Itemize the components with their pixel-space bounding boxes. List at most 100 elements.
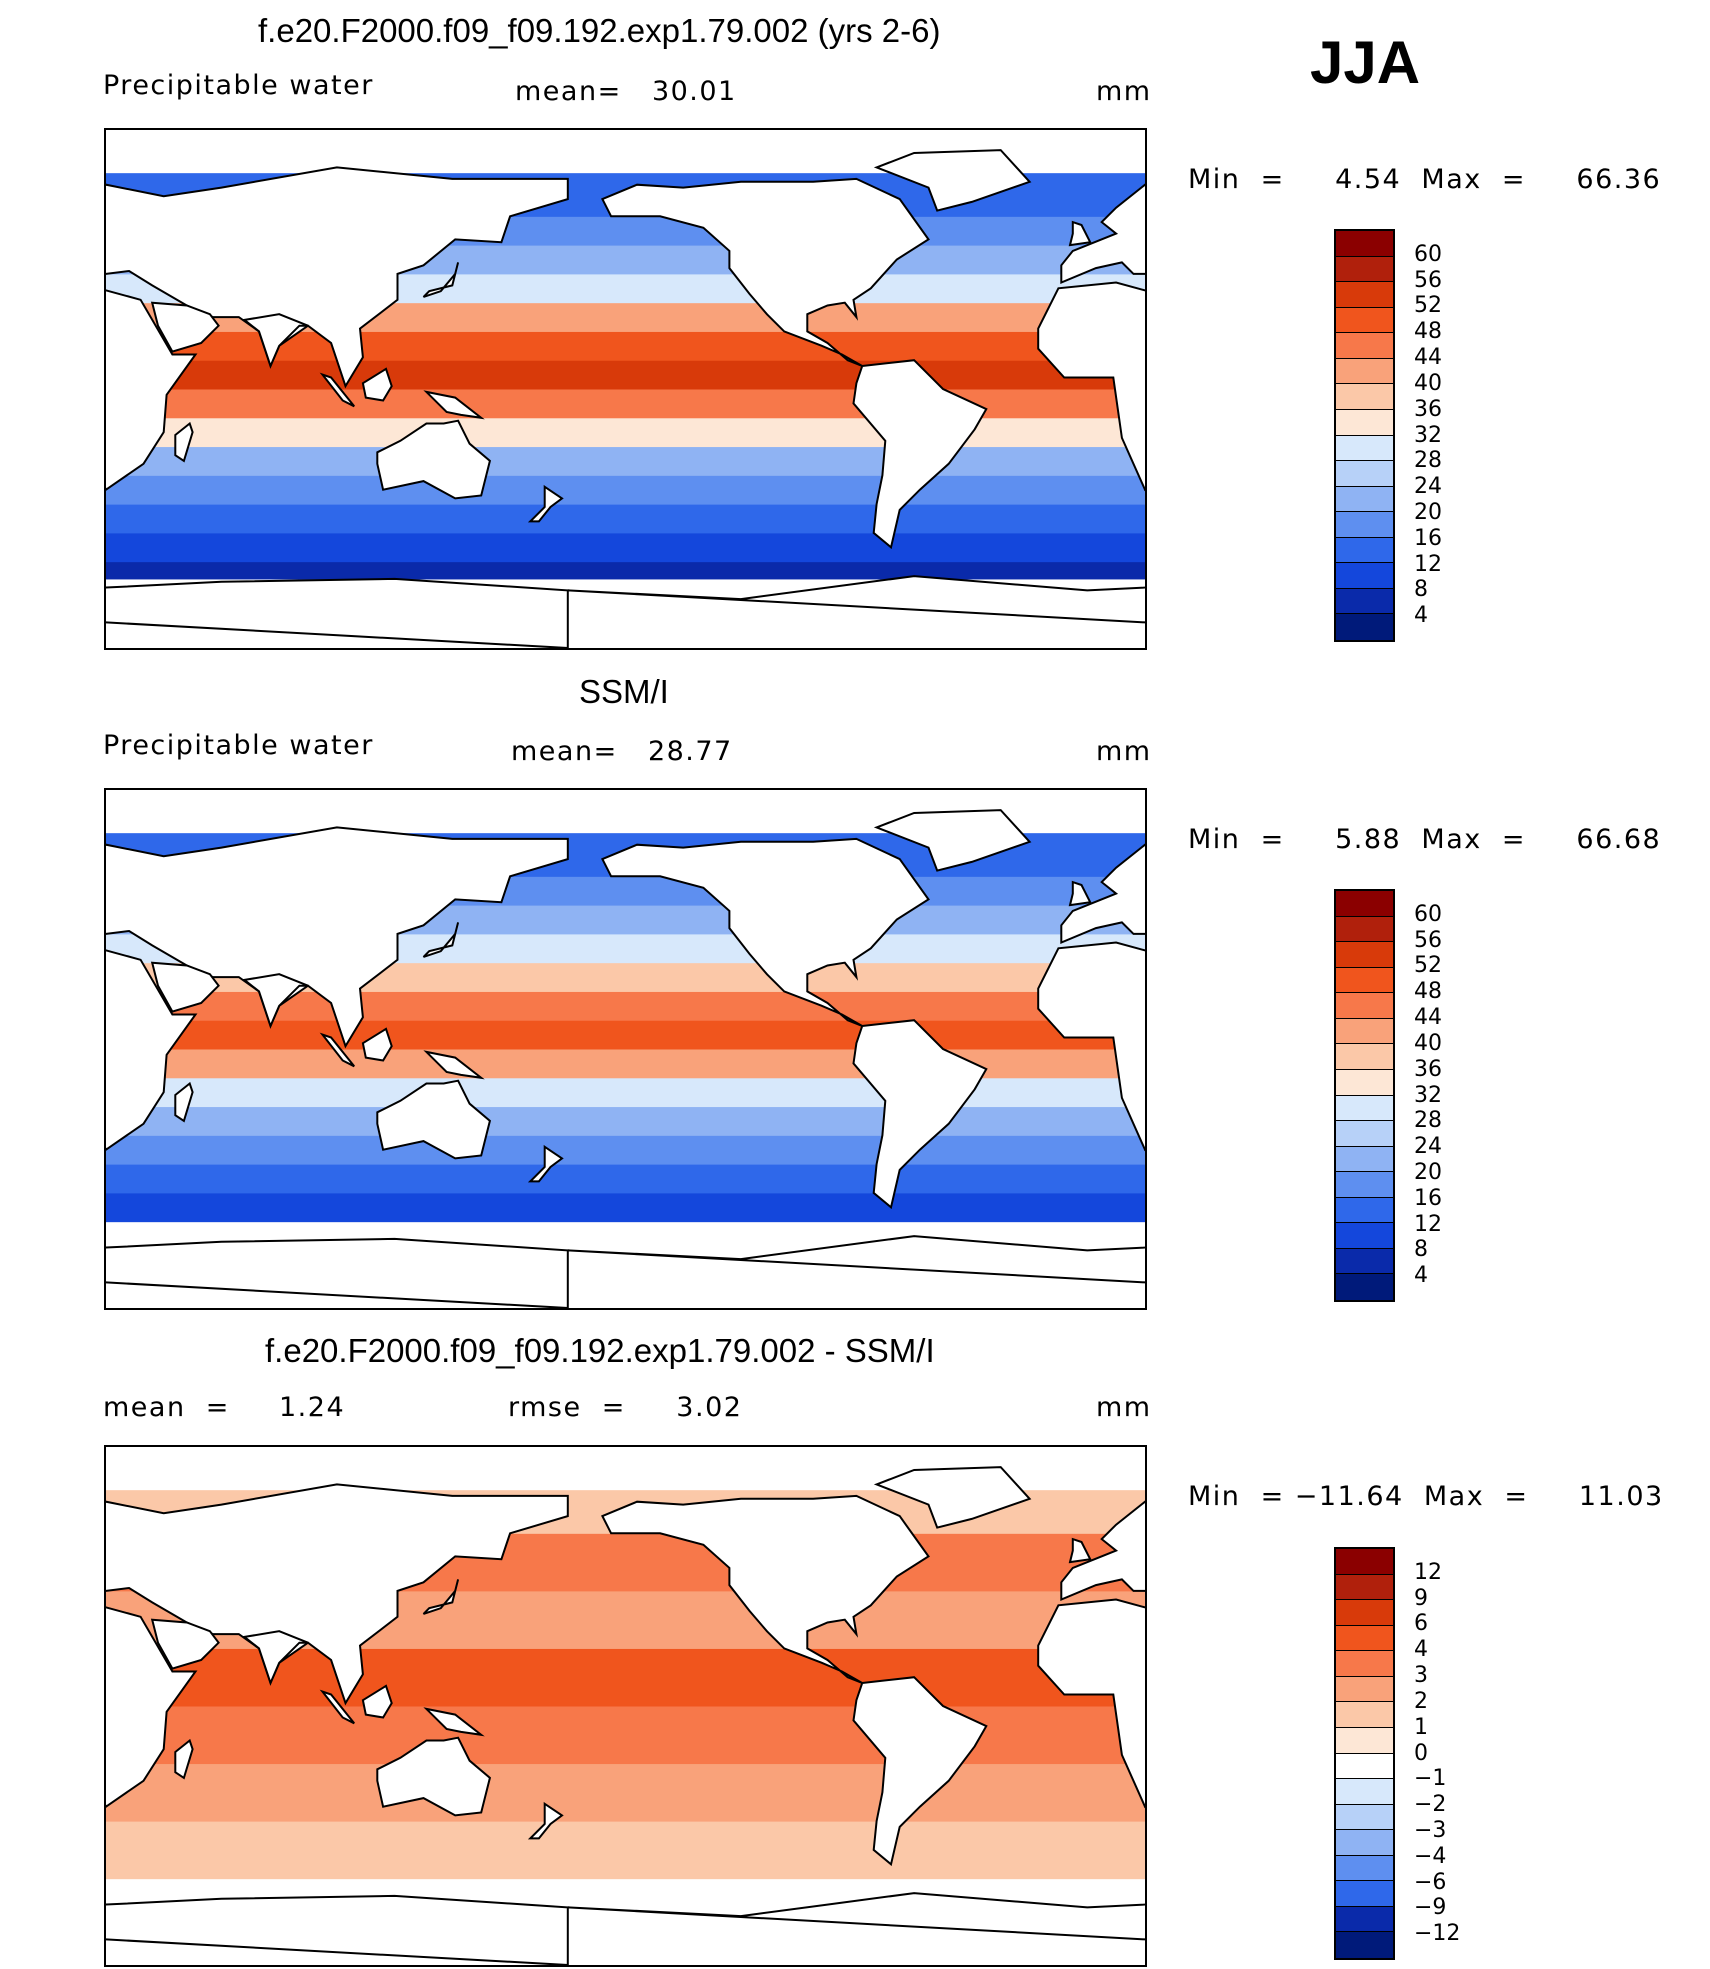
colorbar-swatch bbox=[1336, 891, 1393, 917]
colorbar-swatch bbox=[1336, 1830, 1393, 1856]
colorbar-tick-label: −9 bbox=[1414, 1895, 1447, 1921]
colorbar-swatch bbox=[1336, 1906, 1393, 1933]
colorbar-swatch bbox=[1336, 1804, 1393, 1831]
colorbar-swatch bbox=[1336, 614, 1393, 640]
continent-outline bbox=[376, 1736, 492, 1817]
colorbar-tick-label: 44 bbox=[1414, 345, 1442, 371]
panel-2-colorbar bbox=[1334, 889, 1395, 1302]
continent-outline bbox=[1060, 183, 1145, 284]
colorbar-tick-label: 16 bbox=[1414, 525, 1442, 551]
continent-outline bbox=[319, 1689, 355, 1725]
colorbar-tick-label: 1 bbox=[1414, 1714, 1428, 1740]
continent-outline bbox=[601, 837, 930, 1027]
colorbar-tick-label: 6 bbox=[1414, 1611, 1428, 1637]
colorbar-tick-label: 3 bbox=[1414, 1663, 1428, 1689]
panel-1-range: Min = 4.54 Max = 66.36 bbox=[1188, 164, 1662, 195]
field-band bbox=[106, 1106, 1145, 1136]
colorbar-swatch bbox=[1336, 1223, 1393, 1249]
field-band bbox=[106, 532, 1145, 563]
colorbar-tick-label: 28 bbox=[1414, 448, 1442, 474]
continent-outline bbox=[106, 289, 198, 491]
colorbar-tick-label: 32 bbox=[1414, 422, 1442, 448]
field-band bbox=[106, 1164, 1145, 1194]
field-band bbox=[106, 504, 1145, 534]
panel-3-range: Min = −11.64 Max = 11.03 bbox=[1188, 1481, 1664, 1512]
colorbar-tick-label: 56 bbox=[1414, 927, 1442, 953]
continent-outline bbox=[873, 149, 1032, 212]
continent-outline bbox=[527, 484, 564, 523]
colorbar-swatch bbox=[1336, 942, 1393, 968]
panel-3-colorbar bbox=[1334, 1547, 1395, 1960]
colorbar-tick-label: −4 bbox=[1414, 1843, 1447, 1869]
continent-outline bbox=[873, 809, 1032, 872]
colorbar-swatch bbox=[1336, 588, 1393, 615]
continent-outline bbox=[423, 1707, 485, 1737]
field-band bbox=[106, 389, 1145, 419]
colorbar-swatch bbox=[1336, 1651, 1393, 1677]
colorbar-swatch bbox=[1336, 333, 1393, 359]
colorbar-swatch bbox=[1336, 282, 1393, 308]
field-band bbox=[106, 1706, 1145, 1765]
continent-outline bbox=[601, 1494, 930, 1684]
continent-outline bbox=[319, 372, 355, 408]
colorbar-swatch bbox=[1336, 1018, 1393, 1045]
panel-3-map bbox=[104, 1445, 1147, 1967]
colorbar-tick-label: −12 bbox=[1414, 1921, 1461, 1947]
colorbar-swatch bbox=[1336, 1574, 1393, 1601]
continent-outline bbox=[873, 1466, 1032, 1529]
continent-outline bbox=[423, 390, 485, 420]
continent-outline bbox=[174, 421, 194, 463]
colorbar-swatch bbox=[1336, 916, 1393, 943]
continent-outline bbox=[361, 367, 393, 402]
colorbar-tick-label: 4 bbox=[1414, 1263, 1428, 1289]
colorbar-swatch bbox=[1336, 993, 1393, 1019]
colorbar-swatch bbox=[1336, 967, 1393, 994]
panel-2-title: SSM/I bbox=[579, 673, 669, 710]
continent-outline bbox=[567, 1892, 1145, 1941]
field-band bbox=[106, 360, 1145, 390]
colorbar-swatch bbox=[1336, 461, 1393, 487]
colorbar-tick-label: 24 bbox=[1414, 1134, 1442, 1160]
colorbar-swatch bbox=[1336, 537, 1393, 564]
colorbar-swatch bbox=[1336, 1702, 1393, 1728]
continent-outline bbox=[1060, 1500, 1145, 1601]
colorbar-tick-label: 60 bbox=[1414, 901, 1442, 927]
continent-outline bbox=[376, 1079, 492, 1160]
continent-outline bbox=[1037, 1598, 1145, 1809]
colorbar-tick-label: 0 bbox=[1414, 1740, 1428, 1766]
colorbar-tick-label: 2 bbox=[1414, 1688, 1428, 1714]
colorbar-swatch bbox=[1336, 1625, 1393, 1652]
continent-outline bbox=[1068, 1537, 1092, 1564]
colorbar-tick-label: 60 bbox=[1414, 241, 1442, 267]
continent-outline bbox=[106, 1606, 198, 1808]
colorbar-swatch bbox=[1336, 1881, 1393, 1907]
continent-outline bbox=[106, 1237, 569, 1308]
colorbar-tick-label: 24 bbox=[1414, 474, 1442, 500]
panel-3-mean-label: mean = bbox=[103, 1392, 230, 1423]
colorbar-tick-label: 48 bbox=[1414, 979, 1442, 1005]
field-band bbox=[106, 1763, 1145, 1822]
panel-2-range: Min = 5.88 Max = 66.68 bbox=[1188, 824, 1662, 855]
colorbar-swatch bbox=[1336, 1549, 1393, 1575]
continent-outline bbox=[1068, 880, 1092, 907]
season-label: JJA bbox=[1310, 29, 1421, 96]
continent-outline bbox=[174, 1081, 194, 1123]
continent-outline bbox=[527, 1801, 564, 1840]
continent-outline bbox=[361, 1684, 393, 1719]
colorbar-tick-label: 40 bbox=[1414, 1030, 1442, 1056]
continent-outline bbox=[852, 1676, 988, 1867]
colorbar-tick-label: 36 bbox=[1414, 1056, 1442, 1082]
panel-1-title: f.e20.F2000.f09_f09.192.exp1.79.002 (yrs… bbox=[258, 12, 941, 49]
colorbar-tick-label: 32 bbox=[1414, 1082, 1442, 1108]
continent-outline bbox=[422, 1579, 460, 1615]
continent-outline bbox=[242, 973, 309, 1029]
colorbar-swatch bbox=[1336, 1855, 1393, 1882]
colorbar-tick-label: 9 bbox=[1414, 1585, 1428, 1611]
colorbar-tick-label: 20 bbox=[1414, 1159, 1442, 1185]
continent-outline bbox=[376, 419, 492, 500]
panel-3-title: f.e20.F2000.f09_f09.192.exp1.79.002 - SS… bbox=[265, 1332, 935, 1369]
colorbar-swatch bbox=[1336, 1197, 1393, 1224]
panel-2-mean: mean= 28.77 bbox=[511, 736, 733, 767]
colorbar-swatch bbox=[1336, 1779, 1393, 1805]
continent-outline bbox=[1068, 220, 1092, 247]
